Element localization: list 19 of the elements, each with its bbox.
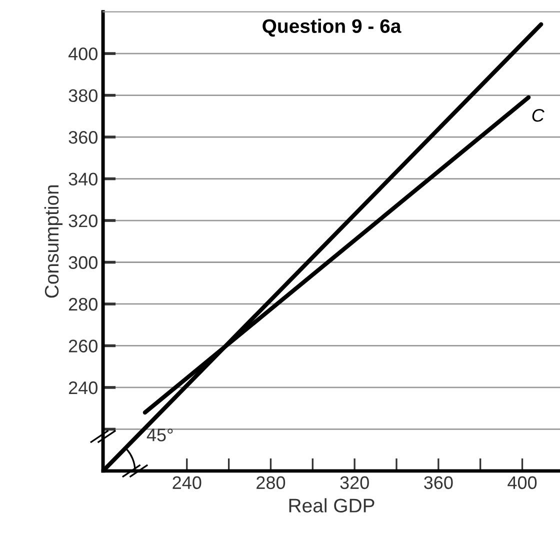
x-tick-label: 360 <box>424 476 453 490</box>
x-tick-label: 320 <box>340 476 369 490</box>
y-tick-label: 340 <box>68 172 98 186</box>
y-tick-label: 240 <box>68 381 98 394</box>
y-axis-title: Consumption <box>44 185 62 298</box>
x-tick-label: 400 <box>508 476 537 490</box>
x-tick-label: 240 <box>172 476 202 490</box>
x-tick-label: 280 <box>256 476 286 490</box>
y-tick-label: 400 <box>68 47 98 60</box>
y-tick-label: 300 <box>68 256 98 269</box>
y-tick-label: 280 <box>68 298 98 311</box>
x-axis-title: Real GDP <box>289 498 374 512</box>
y-tick-label: 320 <box>68 214 98 228</box>
series-label: C <box>532 108 544 122</box>
chart-title: Question 9 - 6a <box>262 18 402 37</box>
y-tick-label: 360 <box>68 130 98 144</box>
y-tick-label: 380 <box>68 89 98 102</box>
y-tick-label: 260 <box>68 340 98 352</box>
annotation: 45° <box>146 428 173 442</box>
